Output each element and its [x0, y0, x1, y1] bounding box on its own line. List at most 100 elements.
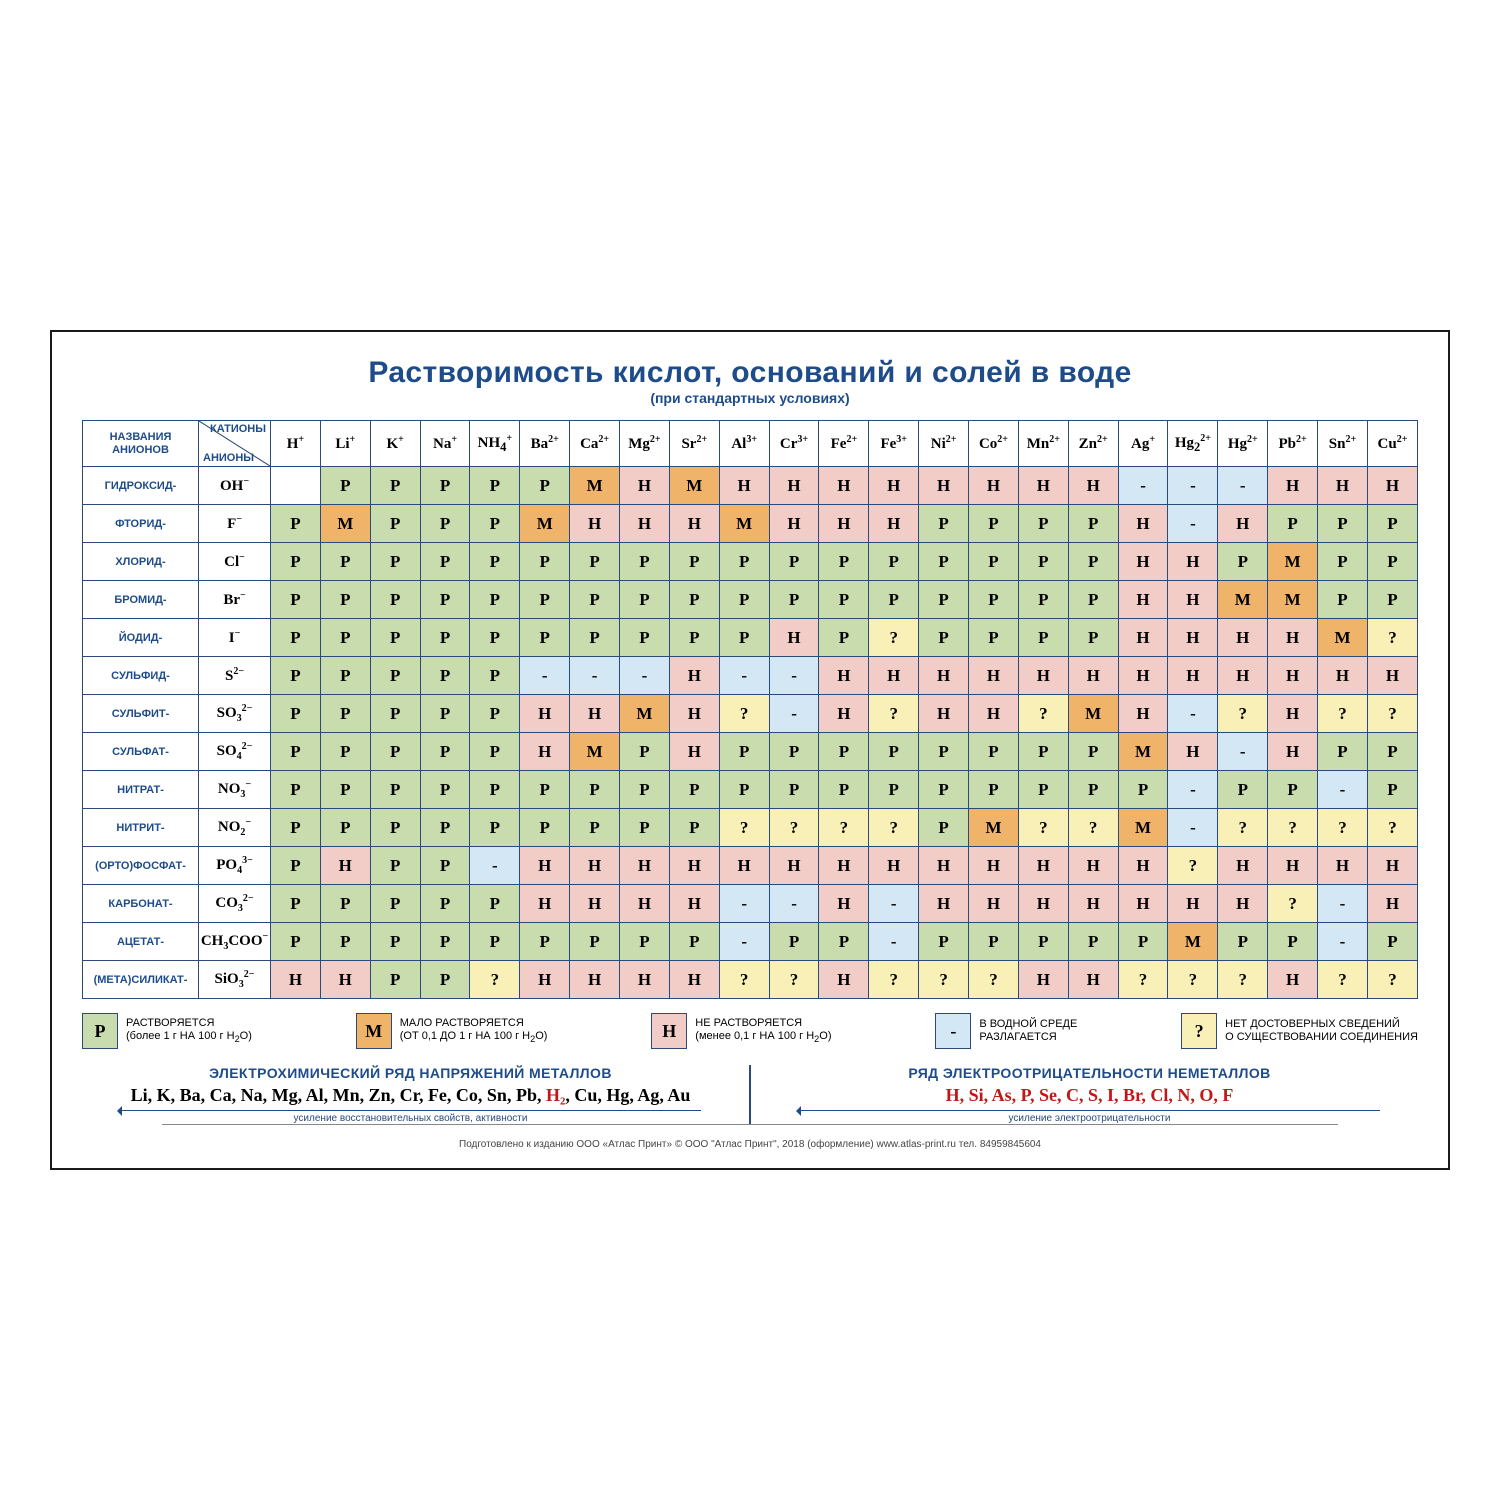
solubility-cell: Р — [470, 771, 520, 809]
solubility-cell: ? — [1118, 961, 1168, 999]
solubility-cell: Р — [570, 543, 620, 581]
solubility-cell: Р — [470, 809, 520, 847]
solubility-cell: Н — [919, 885, 969, 923]
solubility-cell: ? — [869, 961, 919, 999]
cation-header: Li+ — [320, 421, 370, 467]
solubility-cell: Р — [969, 581, 1019, 619]
anion-formula: PO43− — [199, 847, 271, 885]
solubility-cell: Н — [271, 961, 321, 999]
solubility-cell: Р — [919, 733, 969, 771]
solubility-cell: Н — [1367, 657, 1417, 695]
legend-item: ННЕ РАСТВОРЯЕТСЯ(менее 0,1 г НА 100 г H2… — [651, 1013, 831, 1049]
solubility-cell: Н — [1218, 657, 1268, 695]
solubility-cell: Р — [769, 771, 819, 809]
anion-name: КАРБОНАТ- — [83, 885, 199, 923]
solubility-cell: Р — [669, 809, 719, 847]
solubility-cell: Р — [1018, 505, 1068, 543]
anion-formula: CH3COO− — [199, 923, 271, 961]
solubility-cell: Р — [1367, 923, 1417, 961]
solubility-cell: Н — [520, 695, 570, 733]
solubility-cell: Н — [1068, 885, 1118, 923]
activity-series: ЭЛЕКТРОХИМИЧЕСКИЙ РЯД НАПРЯЖЕНИЙ МЕТАЛЛО… — [82, 1065, 1418, 1124]
solubility-cell: Н — [869, 467, 919, 505]
solubility-cell: - — [1168, 505, 1218, 543]
solubility-cell: Н — [320, 847, 370, 885]
solubility-cell: Н — [769, 847, 819, 885]
solubility-cell: Н — [819, 467, 869, 505]
solubility-cell: Р — [570, 581, 620, 619]
solubility-cell: Р — [969, 771, 1019, 809]
solubility-cell: Р — [320, 733, 370, 771]
solubility-cell: Н — [1118, 885, 1168, 923]
legend-swatch: М — [356, 1013, 392, 1049]
solubility-cell: Н — [669, 885, 719, 923]
legend-swatch: Н — [651, 1013, 687, 1049]
solubility-cell: Н — [1018, 467, 1068, 505]
solubility-cell: Р — [370, 543, 420, 581]
solubility-cell: Р — [420, 923, 470, 961]
solubility-cell: Р — [470, 543, 520, 581]
solubility-cell: Р — [1018, 923, 1068, 961]
solubility-cell: Н — [1118, 657, 1168, 695]
solubility-cell: Р — [470, 467, 520, 505]
solubility-cell: Р — [1068, 771, 1118, 809]
solubility-cell: - — [1118, 467, 1168, 505]
solubility-cell: Р — [570, 923, 620, 961]
solubility-cell: Р — [320, 809, 370, 847]
anion-name: НИТРИТ- — [83, 809, 199, 847]
anion-formula: SO32− — [199, 695, 271, 733]
solubility-cell: Н — [320, 961, 370, 999]
solubility-cell: Н — [719, 847, 769, 885]
solubility-cell: Р — [1367, 505, 1417, 543]
solubility-cell: Р — [420, 885, 470, 923]
solubility-cell: Р — [1268, 771, 1318, 809]
solubility-cell: Р — [719, 619, 769, 657]
solubility-cell: Н — [969, 467, 1019, 505]
solubility-cell: Р — [919, 923, 969, 961]
solubility-cell: Р — [1268, 505, 1318, 543]
cation-header: Cu2+ — [1367, 421, 1417, 467]
cation-header: Ba2+ — [520, 421, 570, 467]
solubility-cell: Р — [420, 581, 470, 619]
solubility-cell: Р — [470, 505, 520, 543]
solubility-cell: Р — [271, 771, 321, 809]
solubility-cell: Н — [1018, 847, 1068, 885]
solubility-cell: Р — [1218, 771, 1268, 809]
legend-swatch: ? — [1181, 1013, 1217, 1049]
solubility-cell: М — [570, 733, 620, 771]
solubility-cell: М — [1118, 809, 1168, 847]
solubility-cell: Н — [1118, 847, 1168, 885]
anion-name: НИТРАТ- — [83, 771, 199, 809]
solubility-cell: Р — [470, 885, 520, 923]
cation-header: Pb2+ — [1268, 421, 1318, 467]
solubility-cell: Н — [669, 733, 719, 771]
solubility-cell: Н — [819, 505, 869, 543]
solubility-cell: Р — [1018, 543, 1068, 581]
solubility-cell: ? — [969, 961, 1019, 999]
solubility-cell: М — [570, 467, 620, 505]
solubility-cell: - — [1218, 733, 1268, 771]
solubility-chart: Растворимость кислот, оснований и солей … — [50, 330, 1450, 1170]
legend-text: РАСТВОРЯЕТСЯ(более 1 г НА 100 г H2O) — [126, 1017, 252, 1044]
solubility-cell: Р — [320, 619, 370, 657]
solubility-cell: Р — [620, 923, 670, 961]
solubility-cell: Р — [969, 505, 1019, 543]
solubility-cell: Р — [470, 619, 520, 657]
solubility-cell: Р — [470, 733, 520, 771]
solubility-cell: Н — [1068, 657, 1118, 695]
solubility-cell: - — [1318, 923, 1368, 961]
solubility-cell: - — [1218, 467, 1268, 505]
solubility-cell: Р — [370, 809, 420, 847]
solubility-cell: Р — [420, 961, 470, 999]
solubility-cell: Р — [470, 695, 520, 733]
solubility-cell: ? — [1268, 809, 1318, 847]
solubility-cell: - — [1168, 695, 1218, 733]
cation-header: H+ — [271, 421, 321, 467]
title: Растворимость кислот, оснований и солей … — [82, 356, 1418, 390]
solubility-cell: ? — [1018, 695, 1068, 733]
cation-header: Cr3+ — [769, 421, 819, 467]
cation-header: NH4+ — [470, 421, 520, 467]
solubility-cell: Р — [969, 923, 1019, 961]
solubility-cell: Р — [819, 543, 869, 581]
solubility-cell: Р — [271, 847, 321, 885]
